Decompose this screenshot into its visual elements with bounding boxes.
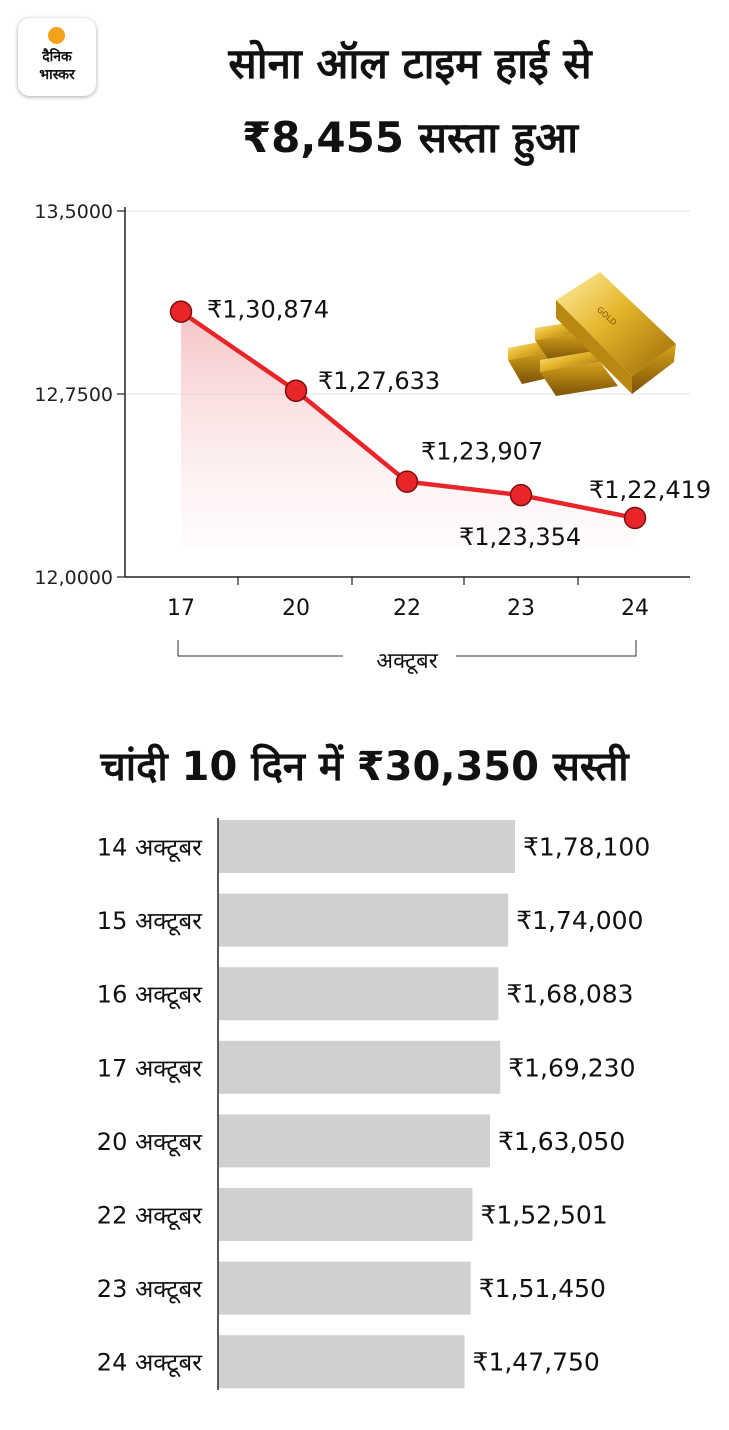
silver-price-bar-chart: 14 अक्टूबर ₹1,78,100 15 अक्टूबर ₹1,74,000 16…	[97, 818, 650, 1390]
gold-title-line-2: ₹8,455 सस्ता हुआ	[241, 113, 579, 162]
gold-x-axis-label: अक्टूबर	[376, 649, 438, 675]
gold-xlabel-bracket	[177, 640, 637, 657]
gold-x-tick-label: 24	[621, 596, 649, 621]
silver-value-label: ₹1,69,230	[508, 1053, 635, 1082]
silver-category-label: 22 अक्टूबर	[97, 1202, 203, 1231]
silver-category-label: 24 अक्टूबर	[97, 1349, 203, 1378]
silver-value-label: ₹1,47,750	[473, 1348, 600, 1377]
gold-data-point	[169, 300, 193, 323]
gold-bars-icon: GOLD	[508, 272, 676, 396]
gold-data-label: ₹1,30,874	[207, 296, 329, 324]
silver-bar	[219, 1040, 501, 1094]
silver-category-label: 20 अक्टूबर	[97, 1128, 203, 1157]
gold-data-point	[509, 483, 533, 507]
gold-data-label: ₹1,22,419	[589, 476, 711, 504]
gold-price-line-chart: 12,0000 12,7500 13,5000 17 20 22 23 24 GOLD ₹1…	[34, 201, 711, 675]
silver-category-label: 23 अक्टूबर	[97, 1275, 203, 1304]
gold-x-tick-label: 20	[282, 596, 310, 621]
silver-value-label: ₹1,68,083	[506, 980, 633, 1009]
gold-data-point	[284, 379, 308, 403]
silver-bar	[219, 1261, 471, 1315]
gold-data-label: ₹1,23,354	[459, 523, 581, 551]
silver-value-label: ₹1,51,450	[479, 1274, 606, 1303]
silver-value-label: ₹1,63,050	[498, 1127, 625, 1156]
gold-x-tick-label: 22	[393, 596, 421, 621]
silver-value-label: ₹1,78,100	[523, 833, 650, 862]
gold-data-point	[623, 506, 647, 530]
logo-sun-dot	[48, 27, 65, 44]
silver-value-label: ₹1,74,000	[516, 906, 643, 935]
gold-data-label: ₹1,23,907	[421, 438, 543, 466]
gold-data-label: ₹1,27,633	[318, 367, 440, 395]
silver-bar	[219, 1188, 473, 1241]
logo-line-1: दैनिक	[42, 49, 72, 65]
silver-bar	[219, 893, 509, 947]
gold-y-tick-label: 12,0000	[34, 567, 113, 589]
silver-category-label: 17 अक्टूबर	[97, 1054, 203, 1083]
dainik-bhaskar-logo: दैनिक भास्कर	[18, 18, 96, 96]
silver-category-label: 16 अक्टूबर	[97, 981, 203, 1010]
gold-y-tick-label: 13,5000	[34, 201, 113, 223]
gold-area-fill	[181, 311, 635, 549]
silver-bar	[219, 1335, 465, 1389]
silver-category-label: 14 अक्टूबर	[97, 834, 203, 863]
silver-title: चांदी 10 दिन में ₹30,350 सस्ती	[100, 744, 629, 790]
silver-category-label: 15 अक्टूबर	[97, 907, 203, 936]
gold-x-tick-label: 17	[167, 596, 195, 621]
gold-data-point	[395, 470, 419, 493]
silver-value-label: ₹1,52,501	[480, 1201, 607, 1230]
silver-bar	[219, 967, 499, 1021]
gold-y-tick-label: 12,7500	[34, 384, 113, 406]
gold-x-tick-label: 23	[507, 596, 535, 621]
silver-bar	[219, 820, 515, 873]
silver-bar	[219, 1114, 490, 1168]
logo-line-2: भास्कर	[39, 67, 75, 83]
gold-title-line-1: सोना ऑल टाइम हाई से	[228, 39, 592, 88]
